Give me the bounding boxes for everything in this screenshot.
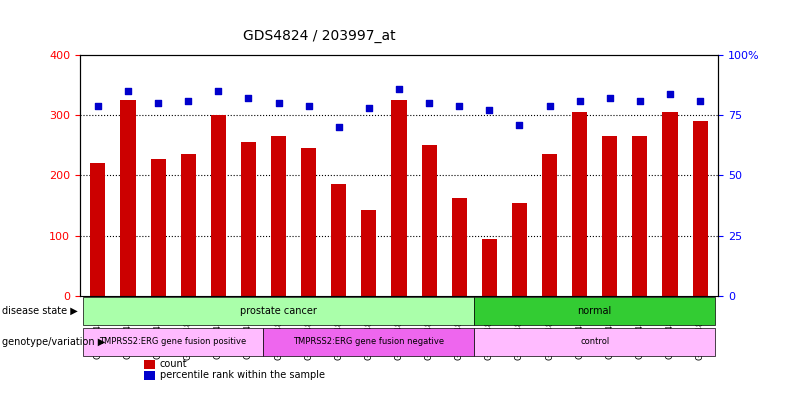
Point [92, 103, 105, 109]
Point [121, 88, 134, 94]
Text: control: control [580, 337, 610, 346]
Bar [144, 371, 155, 380]
Bar [301, 148, 316, 296]
Bar [90, 163, 105, 296]
Point [664, 90, 677, 97]
Text: GDS4824 / 203997_at: GDS4824 / 203997_at [243, 29, 396, 43]
Bar [151, 158, 166, 296]
Point [543, 103, 556, 109]
Point [333, 124, 346, 130]
Text: normal: normal [578, 306, 612, 316]
Bar [693, 121, 708, 296]
Bar [542, 154, 557, 296]
Text: genotype/variation ▶: genotype/variation ▶ [2, 337, 105, 347]
Bar [421, 145, 437, 296]
Point [573, 97, 586, 104]
Point [603, 95, 616, 101]
Text: count: count [160, 359, 188, 369]
Text: prostate cancer: prostate cancer [240, 306, 317, 316]
Point [452, 103, 465, 109]
Bar [361, 210, 377, 296]
Point [152, 100, 164, 107]
Text: disease state ▶: disease state ▶ [2, 306, 77, 316]
Text: TMPRSS2:ERG gene fusion positive: TMPRSS2:ERG gene fusion positive [100, 337, 247, 346]
Bar [271, 136, 286, 296]
Bar [662, 112, 678, 296]
Point [513, 122, 526, 128]
Bar [512, 202, 527, 296]
Bar [263, 328, 474, 356]
Bar [241, 142, 256, 296]
Point [693, 97, 706, 104]
Bar [452, 198, 467, 296]
Point [212, 88, 225, 94]
Point [272, 100, 285, 107]
Bar [474, 328, 715, 356]
Point [483, 107, 496, 114]
Point [393, 86, 405, 92]
Bar [83, 328, 263, 356]
Point [302, 103, 315, 109]
Bar [180, 154, 196, 296]
Bar [331, 184, 346, 296]
Point [423, 100, 436, 107]
Bar [632, 136, 647, 296]
Bar [392, 100, 406, 296]
Point [362, 105, 375, 111]
Point [634, 97, 646, 104]
Point [242, 95, 255, 101]
Text: percentile rank within the sample: percentile rank within the sample [160, 371, 325, 380]
Bar [144, 360, 155, 369]
Bar [211, 115, 226, 296]
Bar [83, 298, 474, 325]
Bar [602, 136, 618, 296]
Text: TMPRSS2:ERG gene fusion negative: TMPRSS2:ERG gene fusion negative [294, 337, 444, 346]
Bar [572, 112, 587, 296]
Point [182, 97, 195, 104]
Bar [474, 298, 715, 325]
Bar [120, 100, 136, 296]
Bar [482, 239, 497, 296]
